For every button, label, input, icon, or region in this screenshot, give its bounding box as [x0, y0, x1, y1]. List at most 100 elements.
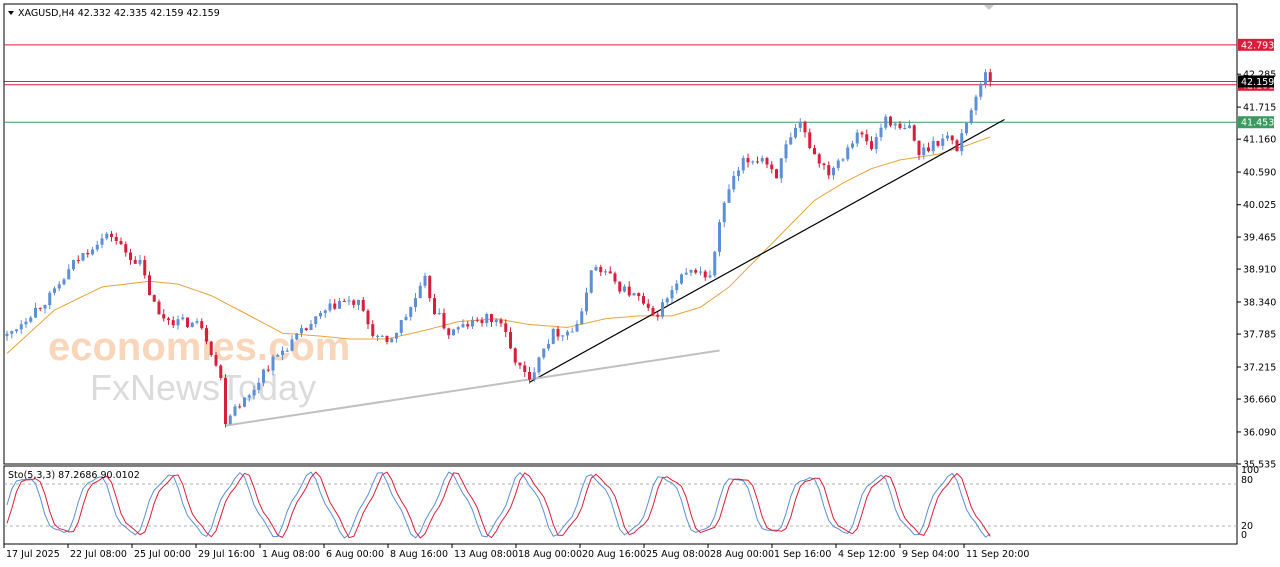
- candle-body: [238, 406, 242, 408]
- candle-body: [38, 307, 42, 309]
- candle-body: [528, 372, 531, 380]
- time-tick-label: 8 Aug 16:00: [390, 549, 448, 560]
- candle-body: [694, 270, 698, 273]
- level-label-2: 41.453: [1241, 118, 1274, 129]
- candle-body: [727, 189, 731, 203]
- candle-body: [105, 233, 109, 239]
- candle-body: [689, 270, 693, 273]
- candle-body: [841, 159, 845, 161]
- candle-body: [851, 143, 854, 148]
- candle-body: [537, 357, 541, 373]
- candle-body: [827, 165, 831, 176]
- candle-body: [366, 310, 370, 325]
- candle-body: [832, 167, 835, 176]
- candle-body: [475, 319, 479, 321]
- candle-body: [48, 292, 52, 305]
- price-tick-label: 36.090: [1243, 427, 1276, 438]
- candle-body: [43, 304, 47, 309]
- candle-body: [912, 125, 916, 141]
- candle-body: [214, 355, 218, 366]
- candle-body: [684, 272, 688, 275]
- candle-body: [190, 322, 194, 328]
- candle-body: [513, 348, 517, 363]
- stoch-axis-label: 100: [1241, 465, 1259, 476]
- candle-body: [884, 116, 888, 128]
- candle-body: [95, 244, 99, 250]
- candle-body: [585, 292, 588, 312]
- candle-body: [72, 260, 75, 270]
- candle-body: [290, 339, 294, 351]
- candle-body: [233, 406, 237, 416]
- candle-body: [627, 286, 631, 296]
- candle-body: [205, 328, 208, 342]
- candle-body: [518, 362, 522, 366]
- candle-body: [870, 141, 873, 150]
- time-tick-label: 25 Jul 00:00: [134, 549, 191, 560]
- candle-body: [903, 128, 907, 130]
- time-tick-label: 25 Aug 08:00: [646, 549, 710, 560]
- candle-body: [974, 96, 978, 111]
- candle-body: [604, 271, 607, 273]
- candle-body: [846, 147, 850, 160]
- level-label-0: 42.793: [1241, 40, 1274, 51]
- candle-body: [295, 333, 299, 340]
- candle-body: [523, 365, 527, 373]
- candle-body: [741, 157, 745, 171]
- candle-body: [200, 321, 204, 329]
- time-tick-label: 11 Sep 20:00: [966, 549, 1029, 560]
- candle-body: [276, 354, 280, 357]
- price-tick-label: 35.535: [1243, 460, 1276, 471]
- candle-body: [129, 252, 132, 260]
- candle-body: [338, 301, 341, 309]
- candle-body: [110, 233, 113, 237]
- candle-body: [10, 331, 14, 334]
- candle-body: [718, 222, 721, 252]
- candle-body: [452, 329, 455, 336]
- candle-body: [266, 369, 270, 371]
- candle-body: [637, 293, 641, 297]
- candle-body: [333, 303, 337, 309]
- candle-body: [969, 110, 973, 124]
- candle-body: [623, 286, 626, 292]
- candle-body: [224, 377, 227, 425]
- candle-body: [157, 301, 161, 315]
- candle-body: [252, 389, 256, 396]
- watermark-economies: economies.com: [48, 325, 350, 369]
- candle-body: [803, 121, 807, 133]
- candle-body: [779, 158, 783, 179]
- price-tick-label: 37.215: [1243, 362, 1276, 373]
- candle-body: [950, 135, 954, 141]
- candle-body: [808, 132, 812, 149]
- candle-body: [798, 121, 802, 128]
- candle-body: [361, 299, 365, 311]
- candle-body: [34, 307, 37, 318]
- level-tag-2: [1238, 116, 1274, 129]
- candle-body: [865, 134, 869, 142]
- candle-body: [314, 316, 318, 325]
- symbol-menu-icon[interactable]: [8, 11, 14, 15]
- candle-body: [917, 140, 921, 156]
- candle-body: [418, 285, 422, 299]
- candle-body: [428, 276, 432, 299]
- candle-body: [898, 123, 902, 129]
- candle-body: [979, 84, 983, 97]
- current-price-label: 42.159: [1241, 77, 1274, 88]
- candle-body: [589, 270, 593, 293]
- price-tick-label: 40.590: [1243, 168, 1276, 179]
- candle-body: [765, 158, 769, 165]
- price-tick-label: 39.465: [1243, 233, 1276, 244]
- candle-body: [675, 283, 679, 291]
- candle-body: [608, 271, 612, 274]
- candle-body: [357, 299, 360, 305]
- candle-body: [124, 244, 128, 253]
- price-tick-label: 41.715: [1243, 103, 1276, 114]
- candle-body: [547, 343, 550, 349]
- time-tick-label: 28 Aug 00:00: [710, 549, 774, 560]
- price-tick-label: 42.285: [1243, 70, 1276, 81]
- candle-body: [19, 324, 23, 330]
- candle-body: [931, 141, 935, 152]
- stoch-axis-label: 20: [1241, 521, 1253, 532]
- candle-body: [855, 132, 859, 144]
- candle-body: [167, 318, 170, 321]
- trendline-layer: [225, 118, 1005, 427]
